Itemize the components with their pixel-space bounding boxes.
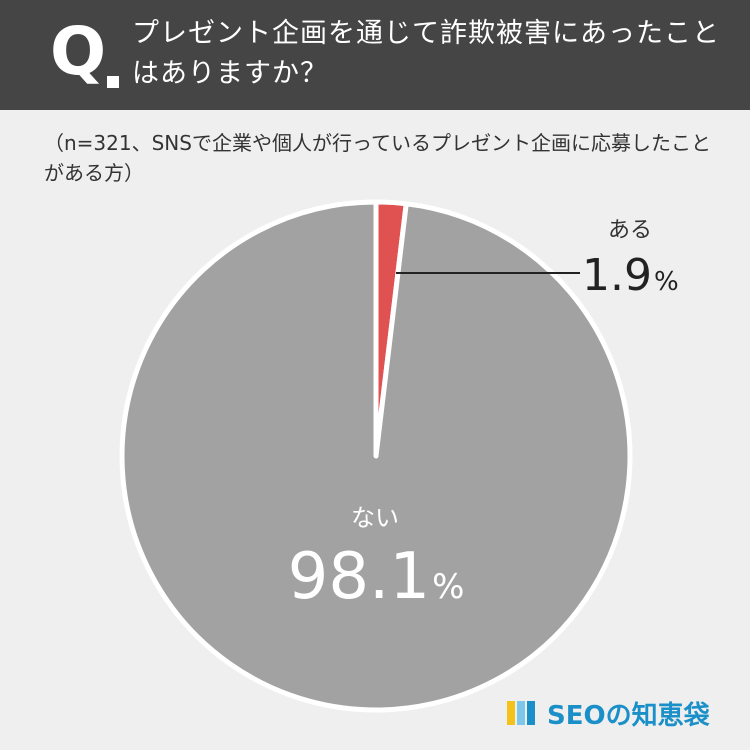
logo-bar-2	[517, 701, 525, 725]
question-header: Q プレゼント企画を通じて詐欺被害にあったことはありますか？	[0, 0, 750, 110]
logo-bar-3	[527, 701, 535, 725]
brand-logo: SEOの知恵袋	[507, 698, 710, 731]
slice-label-yes: ある	[608, 218, 652, 243]
brand-name: SEOの知恵袋	[547, 700, 710, 731]
slice-label-no: ない	[351, 504, 399, 532]
slice-value-no-number: 98.1	[288, 540, 431, 614]
logo-bar-1	[507, 701, 515, 725]
pie-slice-no	[119, 199, 633, 713]
slice-value-no: 98.1%	[288, 540, 465, 614]
question-mark-dot	[107, 76, 119, 88]
slice-value-no-unit: %	[432, 567, 464, 607]
question-text: プレゼント企画を通じて詐欺被害にあったことはありますか？	[132, 18, 720, 89]
slice-value-yes-unit: %	[654, 267, 679, 297]
slice-value-yes-number: 1.9	[582, 250, 652, 301]
slice-value-yes: 1.9%	[582, 250, 679, 301]
question-mark: Q	[50, 13, 107, 90]
sample-note: （n=321、SNSで企業や個人が行っているプレゼント企画に応募したことがある方…	[44, 131, 711, 185]
pie-slices	[119, 199, 633, 713]
brand-logo-icon	[507, 699, 541, 727]
